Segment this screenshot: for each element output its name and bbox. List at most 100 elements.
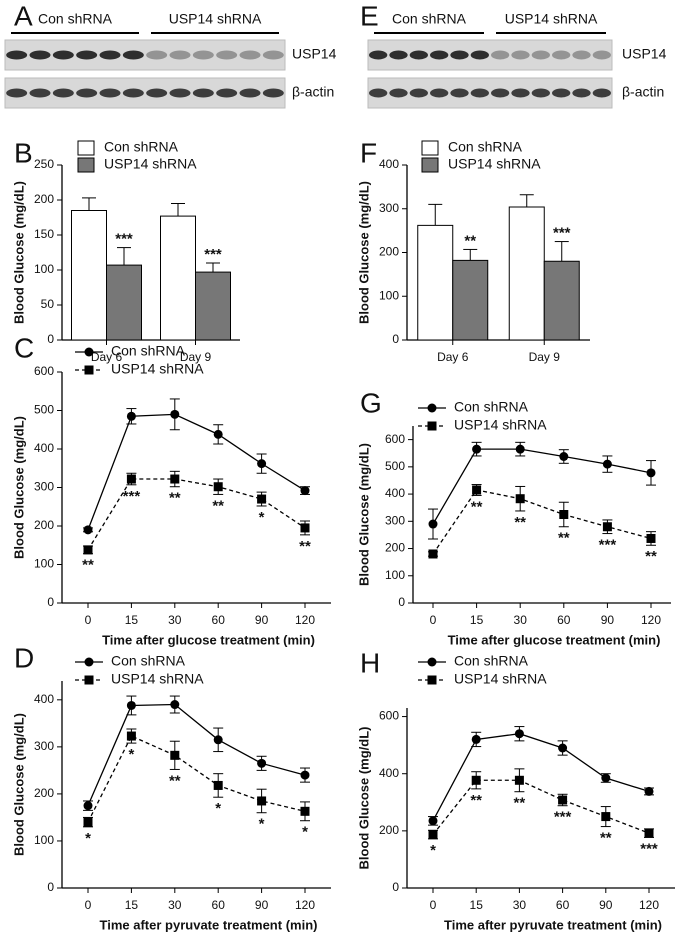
- blot-band: [450, 88, 469, 98]
- band-label: USP14: [292, 46, 337, 62]
- blot-band: [192, 88, 214, 98]
- point: [213, 780, 223, 790]
- blot-band: [369, 50, 388, 60]
- x-tick-label: 60: [212, 613, 226, 627]
- point: [646, 533, 656, 543]
- y-tick-label: 0: [392, 880, 399, 894]
- point: [558, 795, 568, 805]
- y-tick-label: 500: [385, 459, 405, 473]
- blot-band: [409, 50, 428, 60]
- legend-label: Con shRNA: [454, 653, 529, 669]
- panel-letter: G: [360, 387, 382, 418]
- legend-marker: [427, 403, 437, 413]
- legend-marker: [84, 365, 94, 375]
- y-axis-label: Blood Glucose (mg/dL): [356, 443, 371, 586]
- blot-strip: [367, 77, 613, 109]
- blot-band: [169, 50, 191, 60]
- point: [558, 743, 568, 753]
- y-tick-label: 400: [34, 692, 54, 706]
- point: [300, 486, 310, 496]
- point: [126, 731, 136, 741]
- y-tick-label: 300: [34, 480, 54, 494]
- series-line: [87, 735, 306, 823]
- x-tick-label: Day 9: [180, 350, 212, 364]
- significance: **: [514, 514, 526, 531]
- significance: *: [259, 509, 265, 526]
- series-line: [432, 489, 652, 555]
- band-label: β-actin: [622, 84, 664, 100]
- blot-band: [216, 88, 238, 98]
- significance: ***: [640, 840, 658, 857]
- blot-band: [262, 88, 284, 98]
- legend-label: USP14 shRNA: [111, 671, 204, 687]
- x-tick-label: 15: [470, 613, 484, 627]
- series-line: [87, 413, 306, 531]
- blot-band: [52, 50, 74, 60]
- panel-letter: F: [360, 137, 377, 168]
- significance: **: [558, 530, 570, 547]
- legend-marker: [427, 675, 437, 685]
- point: [300, 523, 310, 533]
- point: [300, 806, 310, 816]
- y-tick-label: 600: [385, 432, 405, 446]
- significance: ***: [599, 537, 617, 554]
- blot-band: [511, 88, 530, 98]
- blot-band: [430, 50, 449, 60]
- bar: [417, 224, 454, 341]
- bar: [160, 215, 196, 341]
- y-tick-label: 200: [385, 541, 405, 555]
- blot-band: [531, 88, 550, 98]
- y-tick-label: 300: [379, 201, 399, 215]
- legend-swatch: [421, 140, 439, 156]
- legend-label: USP14 shRNA: [104, 156, 197, 172]
- significance: ***: [553, 225, 571, 242]
- blot-band: [6, 50, 28, 60]
- blot-band: [409, 88, 428, 98]
- significance: *: [259, 816, 265, 833]
- point: [300, 770, 310, 780]
- blot-band: [531, 50, 550, 60]
- y-tick-label: 250: [34, 157, 54, 171]
- point: [644, 828, 654, 838]
- x-tick-label: 0: [430, 898, 437, 912]
- y-tick-label: 200: [34, 786, 54, 800]
- legend-label: Con shRNA: [448, 139, 523, 155]
- blot-band: [239, 88, 261, 98]
- legend-label: Con shRNA: [111, 343, 186, 359]
- point: [472, 444, 482, 454]
- significance: *: [302, 824, 308, 841]
- blot-band: [99, 88, 121, 98]
- point: [428, 830, 438, 840]
- point: [559, 510, 569, 519]
- significance: ***: [123, 488, 141, 505]
- series-line: [87, 478, 306, 551]
- point: [428, 519, 438, 529]
- point: [213, 735, 223, 745]
- blot-band: [262, 50, 284, 60]
- y-tick-label: 0: [392, 332, 399, 346]
- significance: **: [514, 795, 526, 812]
- blot-strip: [367, 39, 613, 71]
- significance: *: [85, 830, 91, 847]
- point: [428, 549, 438, 559]
- point: [515, 444, 525, 454]
- blot-band: [552, 88, 571, 98]
- point: [83, 801, 93, 811]
- panel-letter: C: [14, 332, 34, 363]
- y-tick-label: 300: [34, 739, 54, 753]
- significance: ***: [204, 246, 222, 263]
- x-tick-label: 120: [295, 898, 315, 912]
- y-tick-label: 100: [34, 557, 54, 571]
- x-tick-label: 30: [168, 898, 182, 912]
- point: [170, 409, 180, 419]
- y-axis-label: Blood Glucose (mg/dL): [356, 727, 371, 870]
- series-line: [432, 448, 652, 525]
- y-axis-label: Blood Glucose (mg/dL): [356, 181, 371, 324]
- blot-band: [216, 50, 238, 60]
- point: [646, 468, 656, 478]
- point: [471, 775, 481, 785]
- y-tick-label: 0: [47, 595, 54, 609]
- blot-band: [470, 88, 489, 98]
- blot-band: [389, 50, 408, 60]
- point: [170, 700, 180, 710]
